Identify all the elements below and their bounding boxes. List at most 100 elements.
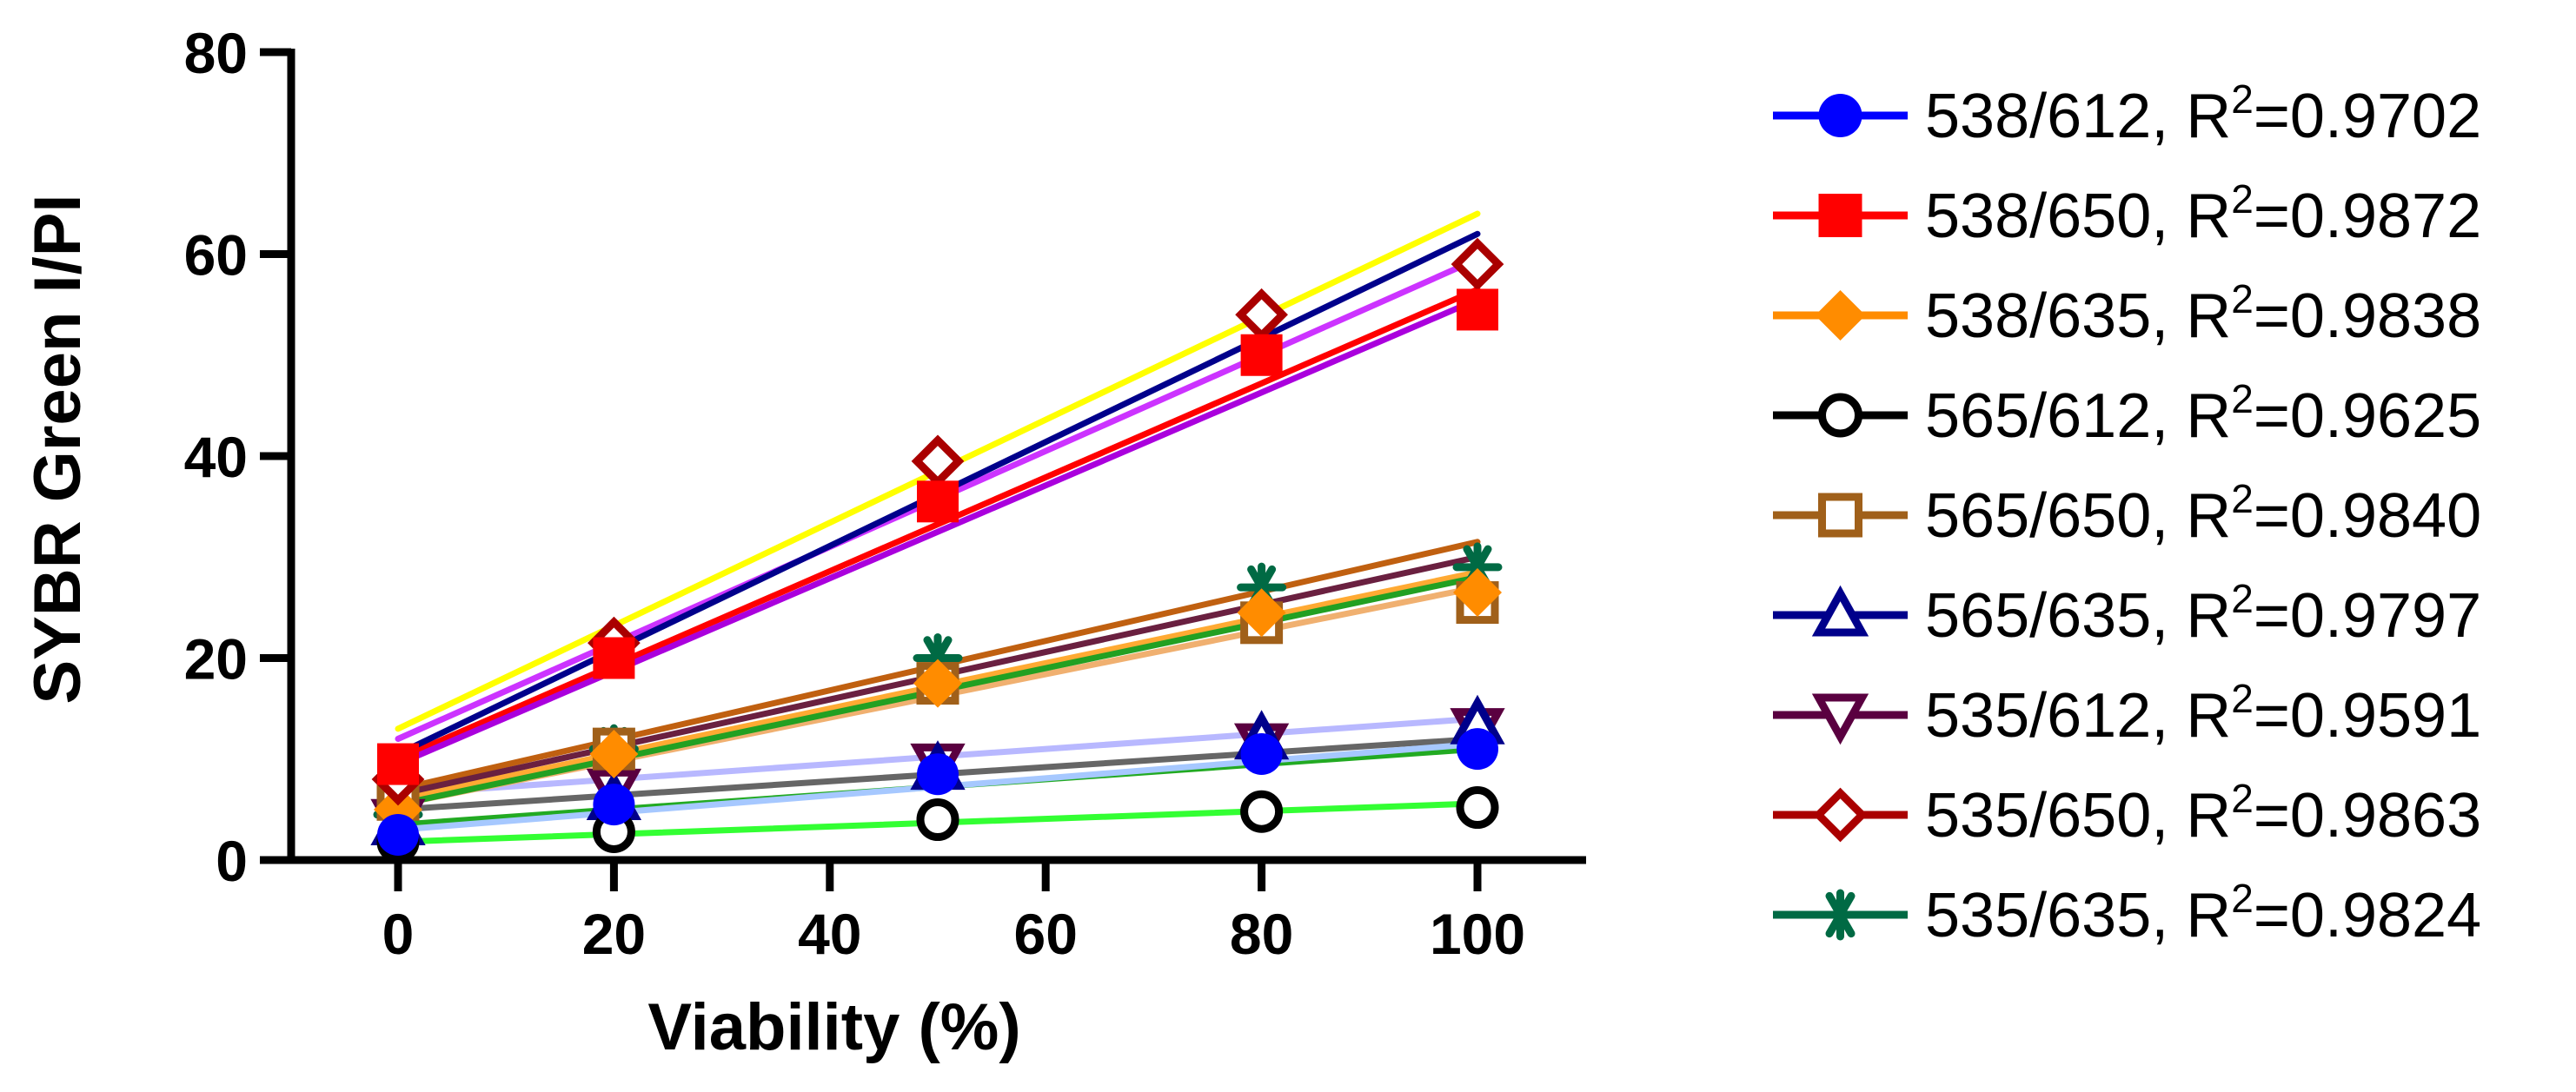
legend-r2-value: =0.9863 — [2254, 781, 2481, 850]
marker-shape — [1818, 493, 1862, 538]
legend-series-name: 538/635, R — [1925, 281, 2231, 351]
marker-shape — [377, 743, 419, 785]
legend-label: 535/635, R2=0.9824 — [1925, 876, 2481, 950]
legend-r2-value: =0.9838 — [2254, 281, 2481, 351]
legend-r2-value: =0.9702 — [2254, 82, 2481, 151]
data-point — [593, 784, 635, 826]
marker-shape — [593, 637, 635, 679]
legend-r2-value: =0.9591 — [2254, 681, 2481, 751]
marker-shape — [1813, 787, 1868, 843]
y-tick-label: 20 — [184, 627, 248, 692]
marker-shape — [377, 813, 419, 856]
legend-item: 535/650, R2=0.9863 — [1773, 776, 2481, 850]
legend-label: 535/612, R2=0.9591 — [1925, 676, 2481, 751]
marker-triangle-open — [1811, 585, 1869, 637]
legend-label: 565/612, R2=0.9625 — [1925, 376, 2481, 451]
legend-superscript: 2 — [2231, 376, 2254, 421]
data-point — [913, 659, 962, 708]
data-point — [1451, 237, 1504, 291]
legend-superscript: 2 — [2231, 276, 2254, 321]
legend-label: 538/635, R2=0.9838 — [1925, 276, 2481, 351]
data-point — [377, 743, 419, 785]
marker-square-open — [1818, 493, 1862, 538]
marker-circle-filled — [1818, 94, 1862, 137]
legend-r2-value: =0.9872 — [2254, 182, 2481, 251]
data-point — [1457, 288, 1498, 331]
marker-circle-open — [1818, 393, 1862, 438]
marker-shape — [589, 729, 639, 778]
legend-superscript: 2 — [2231, 876, 2254, 921]
data-point — [1456, 786, 1499, 830]
data-point — [1453, 567, 1502, 617]
x-tick-label: 80 — [1230, 902, 1293, 966]
y-tick-label: 60 — [184, 223, 248, 288]
marker-shape — [593, 784, 635, 826]
legend-r2-value: =0.9824 — [2254, 881, 2481, 950]
data-point — [916, 798, 959, 841]
legend-r2-value: =0.9625 — [2254, 381, 2481, 451]
marker-shape — [1818, 393, 1862, 438]
data-point — [917, 480, 959, 523]
marker-diamond-filled — [1815, 290, 1866, 341]
data-point — [377, 813, 419, 856]
marker-shape — [1811, 585, 1869, 637]
marker-shape — [1456, 786, 1499, 830]
data-point — [589, 729, 639, 778]
x-ticks: 0 20 40 60 80 100 — [382, 860, 1525, 966]
data-point — [917, 753, 959, 796]
legend-superscript: 2 — [2231, 176, 2254, 222]
x-tick-label: 60 — [1013, 902, 1077, 966]
marker-shape — [1453, 567, 1502, 617]
x-axis-title: Viability (%) — [647, 990, 1020, 1064]
marker-diamond-open — [1813, 787, 1868, 843]
legend-item: 538/612, R2=0.9702 — [1773, 76, 2481, 151]
y-ticks: 0 20 40 60 80 — [184, 21, 291, 893]
legend-item: 538/650, R2=0.9872 — [1773, 176, 2481, 251]
marker-shape — [917, 480, 959, 523]
legend-label: 538/612, R2=0.9702 — [1925, 76, 2481, 151]
x-tick-label: 20 — [582, 902, 646, 966]
marker-shape — [1457, 288, 1498, 331]
regression-line — [395, 286, 1481, 763]
legend-series-name: 565/650, R — [1925, 481, 2231, 551]
legend-superscript: 2 — [2231, 476, 2254, 521]
x-tick-label: 0 — [382, 902, 415, 966]
marker-asterisk — [1815, 889, 1866, 941]
legend-label: 565/635, R2=0.9797 — [1925, 576, 2481, 651]
data-point — [593, 637, 635, 679]
y-tick-label: 80 — [184, 21, 248, 85]
y-tick-label: 40 — [184, 425, 248, 489]
marker-shape — [1237, 588, 1286, 638]
marker-shape — [1240, 732, 1283, 775]
y-tick-label: 0 — [216, 829, 248, 893]
legend-series-name: 535/650, R — [1925, 781, 2231, 850]
legend-series-name: 538/612, R — [1925, 82, 2231, 151]
legend-item: 538/635, R2=0.9838 — [1773, 276, 2481, 351]
marker-shape — [917, 753, 959, 796]
legend-r2-value: =0.9840 — [2254, 481, 2481, 551]
legend-series-name: 535/635, R — [1925, 881, 2231, 950]
marker-shape — [1818, 194, 1862, 237]
legend-item: 535/635, R2=0.9824 — [1773, 876, 2481, 950]
legend-label: 535/650, R2=0.9863 — [1925, 776, 2481, 850]
legend-label: 538/650, R2=0.9872 — [1925, 176, 2481, 251]
x-tick-label: 40 — [798, 902, 861, 966]
marker-square-filled — [1818, 194, 1862, 237]
data-point — [1240, 334, 1283, 376]
data-points — [370, 237, 1505, 864]
marker-shape — [1818, 94, 1862, 137]
marker-triangle-down-open — [1811, 693, 1869, 745]
legend-superscript: 2 — [2231, 76, 2254, 122]
axes: 0 20 40 60 80 0 20 40 60 80 100 Viability (%) SYB… — [21, 21, 1586, 1064]
marker-shape — [1240, 334, 1283, 376]
legend-item: 565/650, R2=0.9840 — [1773, 476, 2481, 551]
marker-shape — [1457, 728, 1498, 771]
legend-item: 535/612, R2=0.9591 — [1773, 676, 2481, 751]
legend-series-name: 538/650, R — [1925, 182, 2231, 251]
x-tick-label: 100 — [1430, 902, 1525, 966]
marker-shape — [1240, 790, 1284, 833]
legend-item: 565/612, R2=0.9625 — [1773, 376, 2481, 451]
